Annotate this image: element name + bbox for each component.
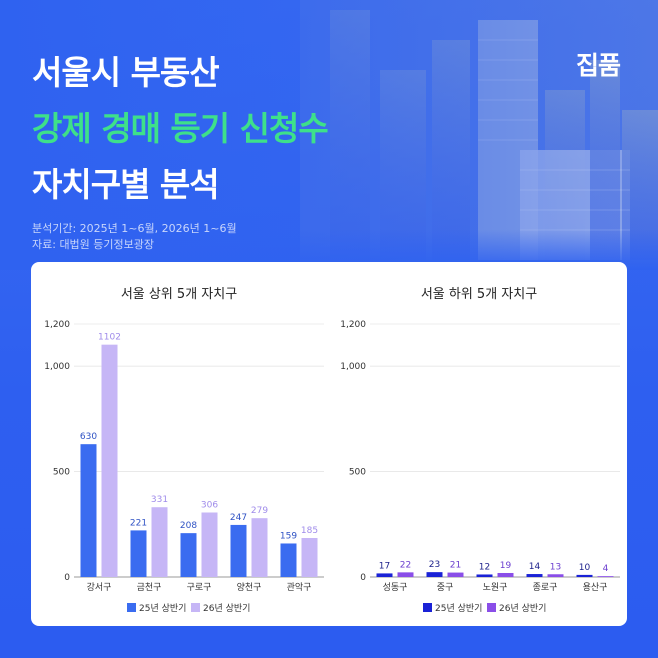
bar-series-1 <box>280 543 297 577</box>
legend-label: 26년 상반기 <box>499 603 546 614</box>
y-tick-label: 1,200 <box>44 320 70 330</box>
x-tick-label: 종로구 <box>533 582 558 593</box>
x-tick-label: 중구 <box>437 582 454 593</box>
chart-title: 서울 하위 5개 자치구 <box>421 287 537 302</box>
title-line-3: 자치구별 분석 <box>32 165 220 204</box>
data-label: 331 <box>151 495 168 505</box>
bar-series-1 <box>130 530 147 577</box>
data-label: 14 <box>529 562 541 572</box>
x-tick-label: 용산구 <box>583 582 608 593</box>
legend-swatch <box>487 603 496 612</box>
header: 서울시 부동산 강제 경매 등기 신청수 자치구별 분석 집품 분석기간: 20… <box>0 0 658 260</box>
data-label: 22 <box>400 560 411 570</box>
bar-series-2 <box>301 537 318 577</box>
bar-series-2 <box>397 572 414 577</box>
x-tick-label: 금천구 <box>137 582 162 593</box>
x-tick-label: 구로구 <box>187 582 212 593</box>
bar-series-1 <box>476 574 493 577</box>
data-label: 630 <box>80 432 97 442</box>
legend-swatch <box>423 603 432 612</box>
data-label: 17 <box>379 561 390 571</box>
city-skyline-photo <box>0 0 658 270</box>
bar-series-2 <box>447 572 464 577</box>
data-label: 247 <box>230 513 247 523</box>
bar-series-2 <box>597 576 614 577</box>
y-tick-label: 1,000 <box>340 362 366 372</box>
data-label: 279 <box>251 506 268 516</box>
analysis-period: 분석기간: 2025년 1~6월, 2026년 1~6월 <box>32 222 237 235</box>
data-label: 19 <box>500 561 512 571</box>
y-tick-label: 500 <box>53 468 70 478</box>
data-label: 1102 <box>98 333 121 343</box>
y-tick-label: 0 <box>64 573 70 583</box>
legend-swatch <box>191 603 200 612</box>
data-label: 4 <box>603 564 609 574</box>
bar-series-1 <box>230 524 247 577</box>
chart-card: 서울 상위 5개 자치구 0 500 1,000 1,200 630 1102 강서구 221 3… <box>31 262 627 626</box>
x-tick-label: 성동구 <box>383 582 408 593</box>
data-label: 10 <box>579 563 591 573</box>
bar-series-1 <box>80 444 97 577</box>
data-label: 23 <box>429 560 440 570</box>
bar-series-1 <box>576 574 593 577</box>
y-tick-label: 0 <box>360 573 366 583</box>
bar-series-1 <box>426 572 443 577</box>
bar-series-1 <box>376 573 393 577</box>
bar-series-2 <box>101 344 118 577</box>
x-tick-label: 노원구 <box>483 582 508 593</box>
data-label: 13 <box>550 562 561 572</box>
data-label: 21 <box>450 561 461 571</box>
bar-series-2 <box>547 574 564 577</box>
legend-swatch <box>127 603 136 612</box>
charts-svg: 서울 상위 5개 자치구05001,0001,2006301102강서구2213… <box>44 287 620 614</box>
data-source: 자료: 대법원 등기정보광장 <box>32 238 155 251</box>
y-tick-label: 1,200 <box>340 320 366 330</box>
bar-series-2 <box>201 512 218 577</box>
title-line-2-highlight: 강제 경매 등기 신청수 <box>32 109 329 148</box>
x-tick-label: 양천구 <box>237 582 262 593</box>
data-label: 185 <box>301 526 318 536</box>
data-label: 306 <box>201 500 218 510</box>
legend-label: 25년 상반기 <box>435 603 482 614</box>
data-label: 159 <box>280 531 297 541</box>
bar-series-2 <box>497 572 514 577</box>
y-tick-label: 1,000 <box>44 362 70 372</box>
legend-label: 26년 상반기 <box>203 603 250 614</box>
x-tick-label: 관악구 <box>287 581 312 593</box>
data-label: 221 <box>130 518 147 528</box>
data-label: 12 <box>479 562 490 572</box>
data-label: 208 <box>180 521 197 531</box>
bar-series-2 <box>251 518 268 577</box>
bar-series-1 <box>180 533 197 577</box>
brand-logo: 집품 <box>575 51 621 80</box>
chart-title: 서울 상위 5개 자치구 <box>121 287 237 302</box>
y-tick-label: 500 <box>349 468 366 478</box>
title-line-1: 서울시 부동산 <box>32 53 220 92</box>
x-tick-label: 강서구 <box>87 582 112 593</box>
bar-series-1 <box>526 574 543 577</box>
legend-label: 25년 상반기 <box>139 603 186 614</box>
bar-series-2 <box>151 507 168 577</box>
